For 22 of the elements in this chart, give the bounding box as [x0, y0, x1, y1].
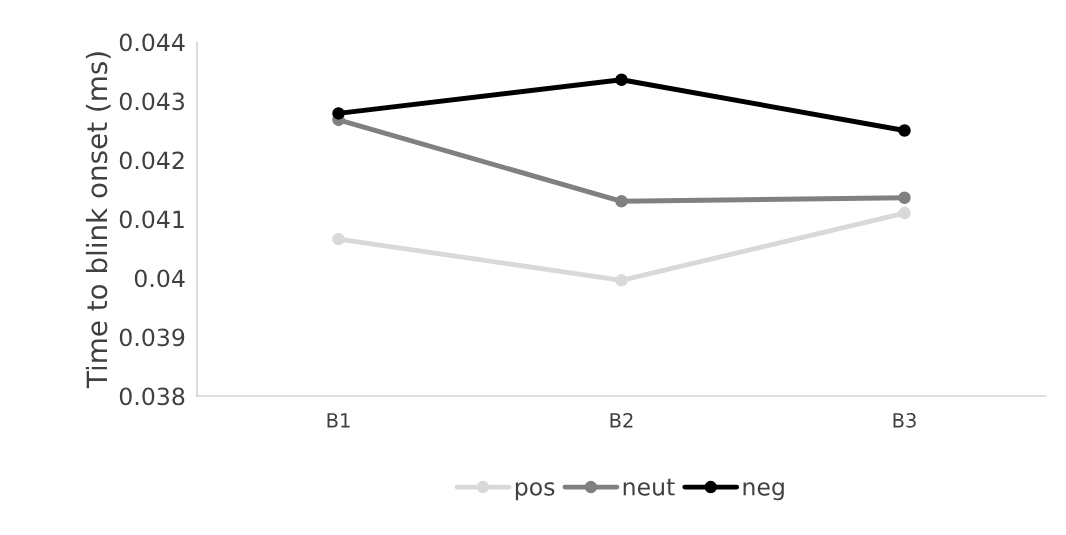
x-tick-label: B2 — [610, 413, 633, 428]
y-tick-label: 0.044 — [119, 33, 185, 52]
x-tick-label: B3 — [893, 413, 916, 428]
y-tick-label: 0.04 — [134, 269, 185, 288]
point — [615, 274, 628, 287]
y-tick-label: 0.039 — [119, 328, 185, 347]
y-tick-label: 0.041 — [119, 210, 184, 229]
x-tick-label: B1 — [327, 413, 350, 428]
point — [615, 195, 628, 208]
legend-label: neut — [623, 478, 675, 496]
y-tick-label: 0.038 — [119, 387, 185, 406]
legend-label: neg — [743, 482, 784, 501]
point — [615, 73, 628, 87]
y-tick-label: 0.042 — [119, 151, 184, 170]
point — [332, 232, 345, 246]
point — [898, 191, 911, 205]
point — [898, 124, 911, 137]
point — [898, 206, 911, 220]
point — [332, 107, 345, 120]
y-tick-label: 0.043 — [119, 92, 184, 111]
y-axis-title: Time to blink onset (ms) — [85, 52, 111, 389]
legend-label: pos — [515, 482, 555, 501]
